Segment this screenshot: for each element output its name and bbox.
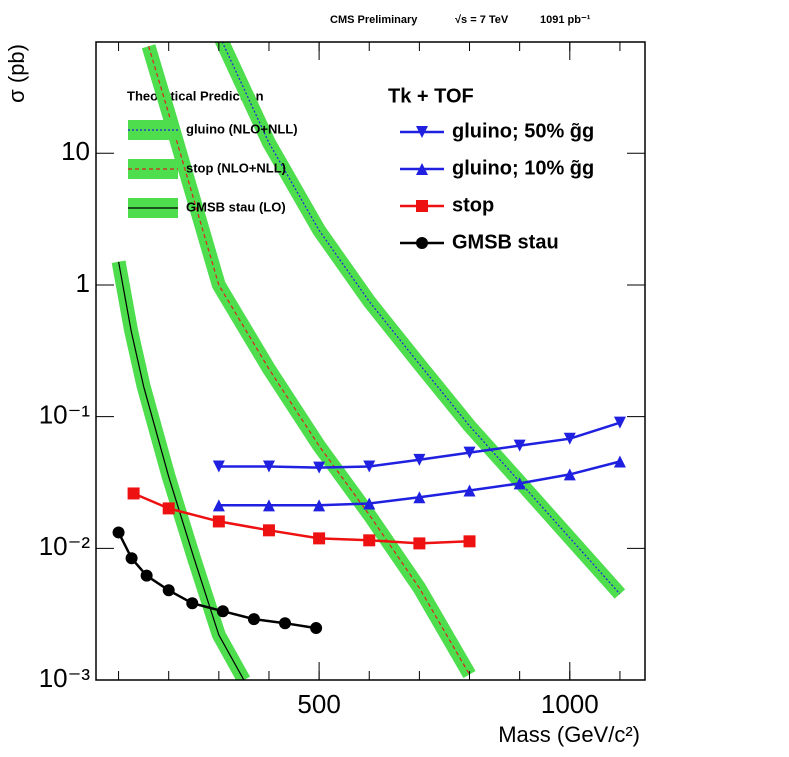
header-lumi: 1091 pb⁻¹ xyxy=(540,14,591,26)
marker xyxy=(363,534,376,547)
marker xyxy=(212,460,225,473)
marker xyxy=(513,477,526,490)
marker xyxy=(613,455,626,468)
y-axis-label: σ (pb) xyxy=(4,44,29,103)
y-tick-label: 1 xyxy=(76,268,90,298)
marker xyxy=(212,499,225,512)
marker xyxy=(247,613,260,626)
marker xyxy=(413,453,426,466)
y-tick-label: 10⁻³ xyxy=(39,663,91,693)
theory-line xyxy=(221,42,621,595)
x-axis-label: Mass (GeV/c²) xyxy=(498,722,640,747)
marker xyxy=(262,460,275,473)
marker xyxy=(262,499,275,512)
marker xyxy=(127,487,140,500)
marker xyxy=(513,439,526,452)
marker xyxy=(413,491,426,504)
y-tick-label: 10⁻² xyxy=(39,531,91,561)
marker xyxy=(279,617,292,630)
marker xyxy=(463,535,476,548)
legend-marker xyxy=(416,237,428,249)
plot-area xyxy=(111,42,626,680)
marker xyxy=(112,526,125,539)
marker xyxy=(313,499,326,512)
y-tick-label: 10⁻¹ xyxy=(39,400,91,430)
legend-marker xyxy=(416,200,428,212)
theory-line xyxy=(118,261,245,680)
legend-label: gluino; 50% g̃g xyxy=(452,120,594,142)
legend-label: gluino; 10% g̃g xyxy=(452,157,594,179)
marker xyxy=(363,497,376,510)
marker xyxy=(463,484,476,497)
legend-marker xyxy=(416,126,428,138)
marker xyxy=(216,605,229,618)
theory-legend-label: gluino (NLO+NLL) xyxy=(186,121,298,136)
marker xyxy=(140,569,153,582)
marker xyxy=(313,532,326,545)
legend-marker xyxy=(416,163,428,175)
header-experiment: CMS Preliminary xyxy=(330,14,418,26)
x-tick-label: 500 xyxy=(297,689,340,719)
marker xyxy=(310,622,323,635)
marker xyxy=(563,468,576,481)
theory-line xyxy=(148,46,471,675)
limit-line xyxy=(133,492,470,545)
marker xyxy=(613,416,626,429)
x-tick-label: 1000 xyxy=(541,689,599,719)
header-energy: √s = 7 TeV xyxy=(455,14,509,26)
marker xyxy=(262,524,275,537)
marker xyxy=(463,446,476,459)
marker xyxy=(363,460,376,473)
marker xyxy=(313,461,326,474)
marker xyxy=(162,502,175,515)
theory-legend-label: stop (NLO+NLL) xyxy=(186,160,286,175)
legend-label: stop xyxy=(452,194,494,216)
y-tick-label: 10 xyxy=(61,136,90,166)
marker xyxy=(162,584,175,597)
marker xyxy=(212,515,225,528)
marker xyxy=(186,597,199,610)
marker xyxy=(413,537,426,550)
theory-legend-label: GMSB stau (LO) xyxy=(186,199,286,214)
legend-title: Tk + TOF xyxy=(388,85,474,107)
plot-frame xyxy=(95,41,646,681)
marker xyxy=(125,552,138,565)
marker xyxy=(563,432,576,445)
legend-label: GMSB stau xyxy=(452,231,559,253)
